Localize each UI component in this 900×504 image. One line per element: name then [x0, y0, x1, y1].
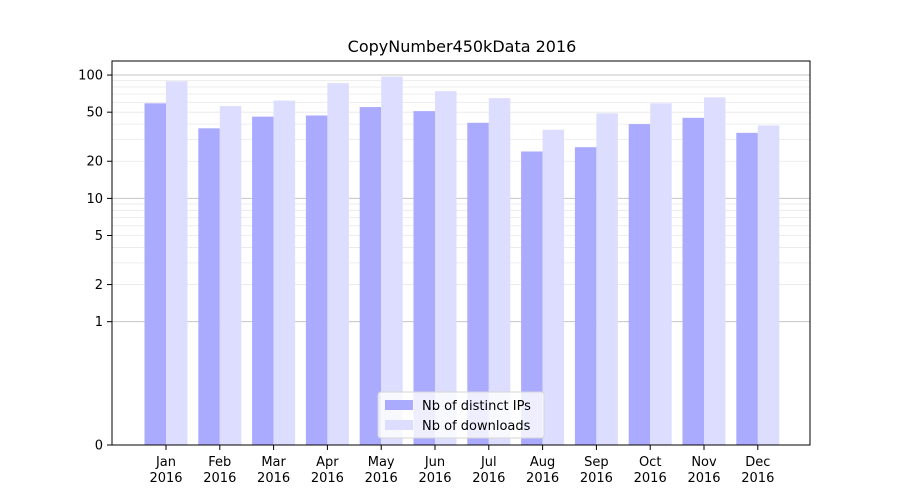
legend-swatch — [385, 400, 413, 410]
x-tick-label: Mar 2016 — [257, 455, 290, 486]
bar-downloads — [166, 81, 188, 445]
legend-label: Nb of distinct IPs — [422, 399, 531, 414]
bar-distinct-ips — [413, 111, 435, 446]
bar-distinct-ips — [198, 128, 220, 446]
x-tick-label: Jun 2016 — [418, 455, 451, 486]
x-tick-label: Jul 2016 — [472, 455, 505, 486]
legend: Nb of distinct IPs Nb of downloads — [377, 391, 545, 439]
bars-layer — [144, 76, 780, 446]
bar-downloads — [542, 129, 565, 445]
y-tick-label: 50 — [86, 106, 103, 121]
bar-downloads — [273, 100, 296, 446]
x-tick-label: Aug 2016 — [526, 455, 559, 486]
bar-distinct-ips — [736, 132, 758, 445]
y-tick-label: 100 — [78, 69, 103, 84]
bar-downloads — [757, 125, 780, 445]
x-tick-label: Oct 2016 — [634, 455, 667, 486]
bar-downloads — [435, 91, 457, 445]
bar-distinct-ips — [359, 107, 382, 445]
bar-distinct-ips — [252, 116, 274, 445]
y-tick-label: 20 — [86, 155, 103, 170]
x-tick-label: May 2016 — [365, 455, 398, 486]
y-tick-label: 5 — [95, 229, 103, 244]
y-tick-label: 0 — [95, 439, 103, 454]
plot-frame — [111, 60, 811, 446]
bar-distinct-ips — [305, 115, 328, 445]
bar-distinct-ips — [467, 122, 489, 445]
y-tick-label: 2 — [95, 278, 103, 293]
bar-downloads — [704, 97, 726, 445]
bar-distinct-ips — [682, 117, 704, 446]
bar-distinct-ips — [144, 103, 166, 446]
bar-distinct-ips — [628, 124, 651, 445]
bar-downloads — [488, 98, 511, 445]
x-axis: Jan 2016 Feb 2016 Mar 2016 Apr 2016 May 2016 Jun 20… — [149, 445, 774, 486]
bar-downloads — [650, 103, 672, 446]
bar-distinct-ips — [574, 147, 597, 445]
legend-swatch — [385, 420, 413, 430]
x-tick-label: Sep 2016 — [580, 455, 613, 486]
x-tick-label: Apr 2016 — [311, 455, 344, 486]
y-tick-label: 1 — [95, 315, 103, 330]
x-tick-label: Jan 2016 — [149, 455, 182, 486]
bar-downloads — [327, 83, 349, 445]
legend-label: Nb of downloads — [422, 419, 531, 434]
bar-distinct-ips — [521, 151, 543, 445]
y-axis: 0 1 2 5 10 20 50 100 — [78, 69, 112, 454]
x-tick-label: Nov 2016 — [687, 455, 720, 486]
legend-box — [377, 391, 545, 439]
x-tick-label: Feb 2016 — [203, 455, 236, 486]
chart-title: CopyNumber450kData 2016 — [348, 37, 577, 56]
y-tick-label: 10 — [86, 192, 103, 207]
x-tick-label: Dec 2016 — [741, 455, 774, 486]
bar-downloads — [596, 113, 618, 446]
bar-downloads — [381, 76, 403, 445]
bar-downloads — [219, 106, 242, 445]
